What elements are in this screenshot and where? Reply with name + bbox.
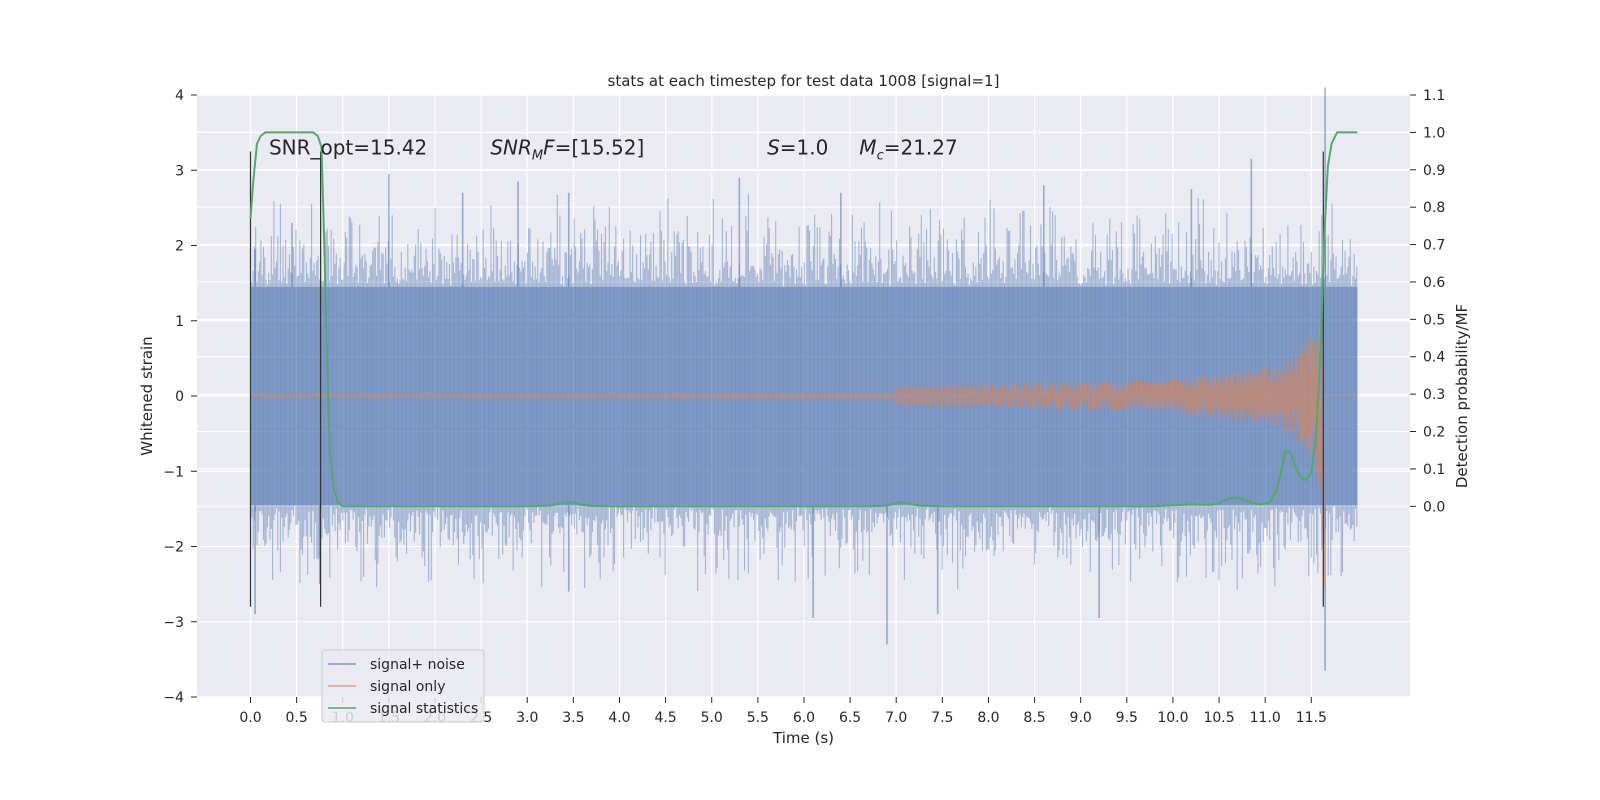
y-tick-label: −3 bbox=[163, 615, 184, 631]
x-tick-label: 3.0 bbox=[516, 710, 538, 726]
y-tick-label: −1 bbox=[163, 464, 184, 480]
legend-label-signal-only: signal only bbox=[370, 679, 445, 695]
x-tick-label: 10.0 bbox=[1157, 710, 1188, 726]
signal-only-series bbox=[250, 277, 1357, 588]
y-right-tick-label: 0.6 bbox=[1423, 275, 1445, 291]
x-tick-label: 7.5 bbox=[931, 710, 953, 726]
vertical-markers bbox=[249, 151, 1324, 607]
y-tick-label: −4 bbox=[163, 690, 184, 706]
x-tick-label: 7.0 bbox=[885, 710, 907, 726]
y-tick-label: 0 bbox=[175, 389, 184, 405]
y-right-tick-label: 0.9 bbox=[1423, 163, 1445, 179]
legend-label-signal-statistics: signal statistics bbox=[370, 701, 478, 717]
annotation-s: S=1.0 bbox=[767, 136, 828, 160]
y-tick-label: 4 bbox=[175, 88, 184, 104]
y-right-tick-label: 1.0 bbox=[1423, 125, 1445, 141]
x-tick-label: 11.5 bbox=[1296, 710, 1327, 726]
x-tick-label: 4.5 bbox=[654, 710, 676, 726]
x-tick-label: 6.5 bbox=[839, 710, 861, 726]
y-right-tick-label: 0.0 bbox=[1423, 499, 1445, 515]
legend-label-signal-noise: signal+ noise bbox=[370, 657, 465, 673]
x-tick-label: 9.5 bbox=[1116, 710, 1138, 726]
x-tick-label: 3.5 bbox=[562, 710, 584, 726]
annotation-snr-mf: SNRMF=[15.52] bbox=[490, 136, 644, 164]
x-axis-label: Time (s) bbox=[772, 729, 834, 747]
x-tick-label: 5.0 bbox=[701, 710, 723, 726]
y-axis-label-right: Detection probability/MF bbox=[1453, 304, 1471, 488]
y-right-tick-label: 0.1 bbox=[1423, 462, 1445, 478]
y-right-tick-label: 0.8 bbox=[1423, 200, 1445, 216]
y-right-tick-label: 0.5 bbox=[1423, 312, 1445, 328]
statistics-line bbox=[249, 131, 1358, 508]
signal-statistics-series bbox=[249, 131, 1358, 508]
y-tick-label: −2 bbox=[163, 540, 184, 556]
x-tick-label: 4.0 bbox=[608, 710, 630, 726]
y-axis-label: Whitened strain bbox=[138, 336, 156, 455]
x-tick-label: 5.5 bbox=[747, 710, 769, 726]
y-tick-label: 3 bbox=[175, 163, 184, 179]
x-tick-label: 8.0 bbox=[977, 710, 999, 726]
annotations: SNR_opt=15.42 SNRMF=[15.52] S=1.0 Mc=21.… bbox=[269, 136, 958, 164]
y-tick-label: 1 bbox=[175, 314, 184, 330]
chirp-trace bbox=[250, 277, 1357, 588]
y-tick-label: 2 bbox=[175, 239, 184, 255]
x-tick-label: 0.0 bbox=[239, 710, 261, 726]
y-right-tick-label: 0.2 bbox=[1423, 425, 1445, 441]
annotation-chirp-mass: Mc=21.27 bbox=[859, 136, 957, 164]
x-tick-label: 9.0 bbox=[1070, 710, 1092, 726]
y-right-tick-label: 1.1 bbox=[1423, 88, 1445, 104]
x-tick-label: 10.5 bbox=[1203, 710, 1234, 726]
y-right-tick-label: 0.4 bbox=[1423, 350, 1445, 366]
y-right-tick-label: 0.7 bbox=[1423, 238, 1445, 254]
y-right-tick-label: 0.3 bbox=[1423, 387, 1445, 403]
legend: signal+ noise signal only signal statist… bbox=[321, 649, 485, 723]
annotation-snr-opt: SNR_opt=15.42 bbox=[269, 136, 427, 160]
x-tick-label: 8.5 bbox=[1023, 710, 1045, 726]
x-tick-label: 0.5 bbox=[285, 710, 307, 726]
x-tick-label: 11.0 bbox=[1250, 710, 1281, 726]
legend-box bbox=[321, 649, 485, 723]
chart-title: stats at each timestep for test data 100… bbox=[608, 72, 1000, 90]
x-tick-label: 6.0 bbox=[793, 710, 815, 726]
